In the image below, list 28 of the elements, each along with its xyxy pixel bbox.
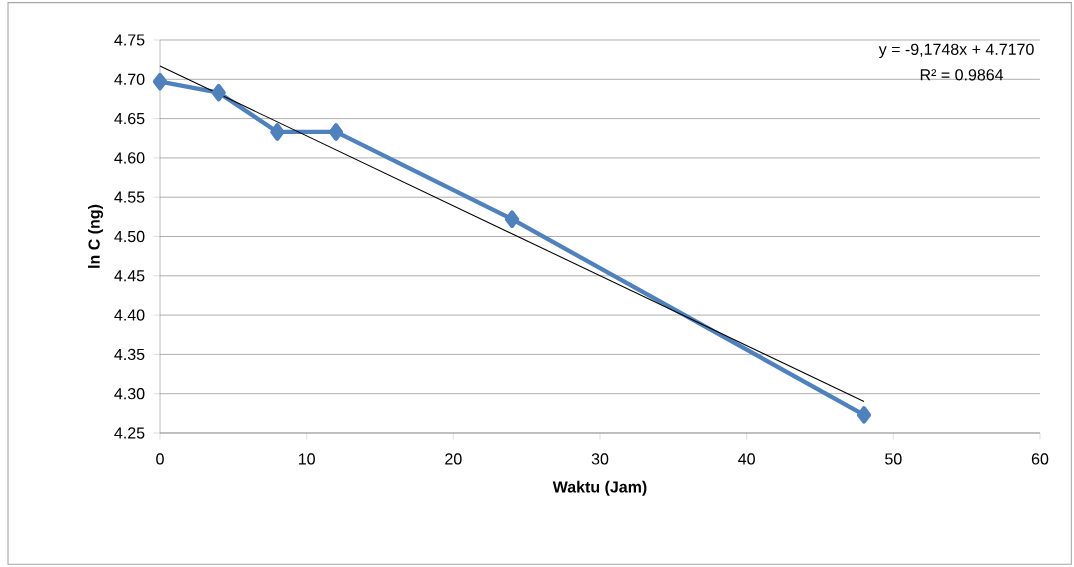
x-tick-label: 60 bbox=[1031, 453, 1049, 465]
y-tick-label: 4.60 bbox=[114, 152, 145, 164]
y-tick-label: 4.35 bbox=[114, 348, 145, 361]
point bbox=[856, 406, 872, 424]
annotation: y = -9,1748x + 4.7170 bbox=[878, 43, 1034, 59]
point bbox=[152, 72, 168, 91]
annotation: R² = 0.9864 bbox=[920, 69, 1004, 81]
x-axis-title: Waktu (Jam) bbox=[552, 480, 647, 496]
y-tick-label: 4.25 bbox=[114, 427, 145, 439]
x-tick-label: 10 bbox=[298, 453, 315, 465]
y-tick-label: 4.65 bbox=[114, 112, 145, 125]
y-tick-label: 4.75 bbox=[114, 34, 145, 46]
point bbox=[211, 83, 226, 102]
y-tick-label: 4.30 bbox=[114, 388, 145, 400]
point bbox=[328, 123, 344, 141]
y-tick-label: 4.70 bbox=[114, 73, 145, 85]
y-tick-label: 4.45 bbox=[114, 270, 145, 282]
y-tick-label: 4.55 bbox=[114, 191, 145, 203]
x-tick-label: 0 bbox=[156, 453, 164, 465]
point bbox=[270, 123, 285, 141]
y-tick-label: 4.50 bbox=[114, 230, 145, 243]
y-axis-title: ln C (ng) bbox=[88, 204, 103, 268]
x-tick-label: 50 bbox=[885, 453, 902, 465]
point bbox=[504, 210, 520, 228]
x-tick-label: 30 bbox=[591, 453, 609, 465]
x-tick-label: 40 bbox=[738, 453, 755, 465]
x-tick-label: 20 bbox=[445, 453, 462, 465]
y-tick-label: 4.40 bbox=[114, 309, 145, 321]
